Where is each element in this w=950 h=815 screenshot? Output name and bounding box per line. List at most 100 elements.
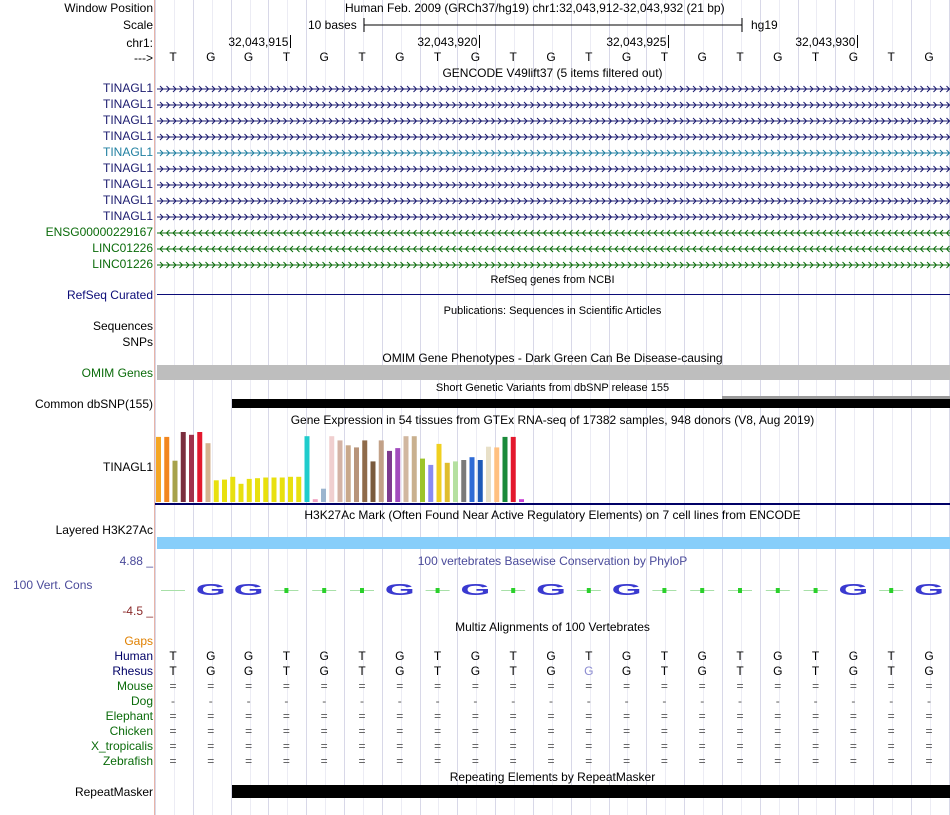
gtex-tissue-bar[interactable] [172, 460, 178, 502]
gencode-transcript-line[interactable] [157, 260, 950, 270]
multiz-species-label[interactable]: Rhesus [112, 664, 153, 678]
gtex-tissue-bar[interactable] [238, 483, 244, 502]
refseq-gene-line[interactable] [157, 294, 950, 295]
gencode-transcript-label[interactable]: TINAGL1 [102, 193, 153, 207]
gencode-transcript-line[interactable] [157, 84, 950, 94]
gtex-expression-chart[interactable] [155, 428, 950, 506]
multiz-species-label[interactable]: Chicken [109, 724, 153, 738]
gencode-transcript-label[interactable]: TINAGL1 [102, 129, 153, 143]
gtex-tissue-bar[interactable] [428, 464, 434, 502]
gencode-transcript-line[interactable] [157, 100, 950, 110]
phylop-label[interactable]: 100 Vert. Cons [13, 578, 93, 592]
gtex-tissue-bar[interactable] [197, 432, 203, 502]
gencode-transcript-label[interactable]: TINAGL1 [102, 81, 153, 95]
multiz-alignment-char: - [549, 694, 553, 708]
gtex-tissue-bar[interactable] [453, 461, 458, 502]
gtex-tissue-bar[interactable] [246, 478, 252, 502]
gencode-transcript-line[interactable] [157, 228, 950, 238]
gtex-tissue-bar[interactable] [477, 460, 483, 502]
multiz-alignment-char: = [207, 724, 215, 738]
refseq-label[interactable]: RefSeq Curated [66, 288, 153, 302]
gencode-transcript-label[interactable]: TINAGL1 [102, 161, 153, 175]
gtex-tissue-bar[interactable] [321, 488, 326, 502]
gtex-tissue-bar[interactable] [164, 436, 170, 502]
gtex-tissue-bar[interactable] [420, 458, 425, 502]
gencode-transcript-line[interactable] [157, 196, 950, 206]
gtex-tissue-bar[interactable] [263, 477, 269, 503]
multiz-species-label[interactable]: Mouse [116, 679, 153, 693]
repeatmasker-element-bar[interactable] [232, 785, 950, 798]
gencode-transcript-line[interactable] [157, 244, 950, 254]
gencode-transcript-line[interactable] [157, 116, 950, 126]
multiz-species-label[interactable]: Dog [130, 694, 153, 708]
dbsnp-variant-gray[interactable] [722, 396, 950, 401]
gencode-transcript-label[interactable]: TINAGL1 [102, 145, 153, 159]
gencode-transcript-label[interactable]: TINAGL1 [102, 177, 153, 191]
gencode-transcript-label[interactable]: TINAGL1 [102, 113, 153, 127]
snps-label[interactable]: SNPs [122, 335, 153, 349]
gtex-tissue-bar[interactable] [461, 460, 467, 502]
gtex-tissue-bar[interactable] [395, 448, 401, 502]
gencode-transcript-line[interactable] [157, 148, 950, 158]
gtex-tissue-bar[interactable] [296, 476, 302, 502]
gtex-tissue-bar[interactable] [354, 447, 359, 502]
gtex-tissue-bar[interactable] [403, 436, 409, 502]
gtex-tissue-bar[interactable] [519, 499, 524, 502]
gtex-tissue-bar[interactable] [362, 440, 368, 502]
gtex-tissue-bar[interactable] [510, 436, 516, 502]
gtex-tissue-bar[interactable] [304, 436, 310, 502]
gencode-transcript-line[interactable] [157, 164, 950, 174]
gtex-tissue-bar[interactable] [345, 445, 351, 502]
sequences-label[interactable]: Sequences [92, 319, 153, 333]
gtex-tissue-bar[interactable] [230, 476, 236, 502]
gtex-tissue-bar[interactable] [329, 436, 335, 502]
multiz-species-label[interactable]: Zebrafish [102, 754, 153, 768]
gtex-tissue-bar[interactable] [271, 477, 277, 503]
multiz-alignment-char: = [698, 679, 706, 693]
gtex-tissue-bar[interactable] [189, 434, 194, 502]
gtex-tissue-bar[interactable] [312, 499, 318, 502]
gtex-tissue-bar[interactable] [205, 443, 211, 502]
multiz-alignment-char: = [282, 724, 290, 738]
gtex-tissue-bar[interactable] [494, 447, 500, 502]
gtex-tissue-bar[interactable] [486, 446, 491, 502]
multiz-alignment-char: - [700, 694, 705, 708]
multiz-species-label[interactable]: Elephant [105, 709, 153, 723]
gtex-tissue-bar[interactable] [222, 479, 227, 502]
omim-gene-bar[interactable] [157, 365, 950, 380]
gtex-tissue-bar[interactable] [156, 436, 161, 502]
gtex-tissue-bar[interactable] [255, 478, 260, 502]
multiz-alignment-char: = [509, 754, 517, 768]
gtex-tissue-bar[interactable] [469, 457, 475, 502]
gtex-tissue-bar[interactable] [180, 432, 186, 502]
gtex-tissue-bar[interactable] [444, 462, 450, 502]
dbsnp-variant-bar[interactable] [232, 399, 950, 408]
gtex-tissue-bar[interactable] [387, 450, 392, 502]
gencode-transcript-label[interactable]: TINAGL1 [102, 97, 153, 111]
gtex-label[interactable]: TINAGL1 [102, 460, 153, 474]
gencode-transcript-line[interactable] [157, 180, 950, 190]
gencode-transcript-label[interactable]: LINC01226 [92, 241, 153, 255]
omim-label[interactable]: OMIM Genes [81, 366, 153, 380]
gtex-tissue-bar[interactable] [502, 436, 508, 502]
gencode-transcript-label[interactable]: TINAGL1 [102, 209, 153, 223]
h3k27ac-label[interactable]: Layered H3K27Ac [55, 523, 153, 537]
dbsnp-label[interactable]: Common dbSNP(155) [34, 397, 153, 411]
gtex-tissue-bar[interactable] [279, 477, 285, 503]
gtex-tissue-bar[interactable] [378, 440, 384, 502]
h3k27ac-signal-bar[interactable] [157, 537, 950, 549]
gtex-tissue-bar[interactable] [288, 476, 293, 502]
multiz-species-label[interactable]: X_tropicalis [90, 739, 153, 753]
gencode-transcript-label[interactable]: LINC01226 [92, 257, 153, 271]
gtex-tissue-bar[interactable] [411, 436, 417, 502]
repeatmasker-label[interactable]: RepeatMasker [74, 785, 153, 799]
multiz-species-label[interactable]: Human [114, 649, 153, 663]
gtex-tissue-bar[interactable] [213, 480, 219, 502]
gtex-tissue-bar[interactable] [436, 443, 442, 502]
gencode-transcript-line[interactable] [157, 212, 950, 222]
gtex-tissue-bar[interactable] [370, 461, 376, 502]
gencode-transcript-line[interactable] [157, 132, 950, 142]
gtex-tissue-bar[interactable] [337, 440, 343, 502]
gencode-transcript-label[interactable]: ENSG00000229167 [45, 225, 153, 239]
